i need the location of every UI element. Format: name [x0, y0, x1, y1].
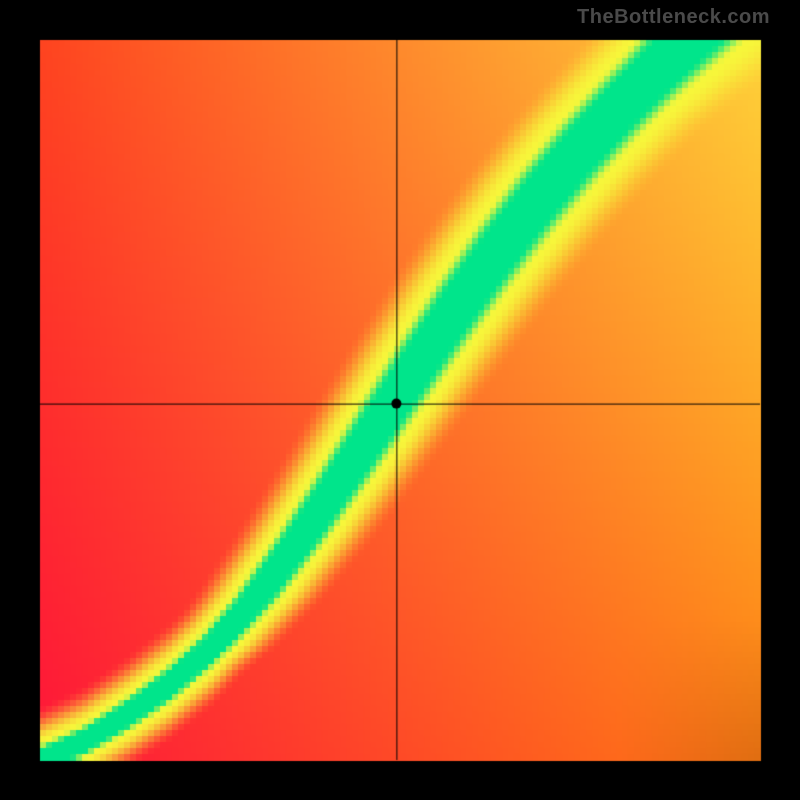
source-watermark: TheBottleneck.com [577, 6, 770, 29]
chart-stage: TheBottleneck.com [0, 0, 800, 800]
bottleneck-heatmap [0, 0, 800, 800]
